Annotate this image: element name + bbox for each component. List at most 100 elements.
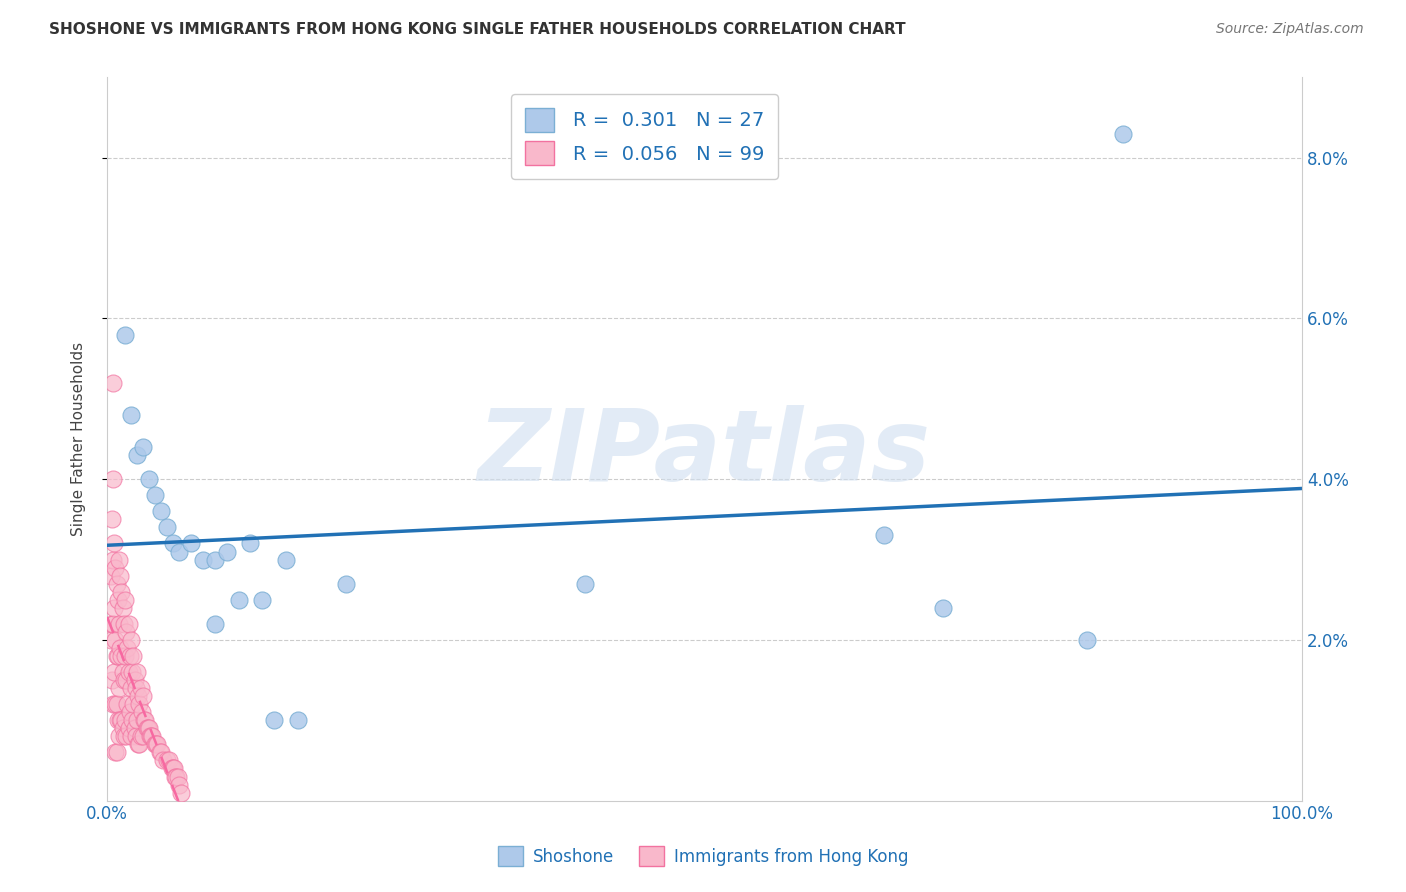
Point [128, 697, 150, 711]
Point [138, 472, 160, 486]
Point [120, 632, 142, 647]
Point [117, 697, 139, 711]
Point [156, 754, 179, 768]
Point [114, 592, 136, 607]
Point [132, 440, 155, 454]
Point [104, 746, 127, 760]
Point [146, 737, 169, 751]
Point [111, 721, 134, 735]
Point [157, 754, 180, 768]
Point [160, 762, 183, 776]
Point [110, 648, 132, 663]
Point [115, 624, 138, 639]
Point [104, 697, 127, 711]
Point [107, 648, 129, 663]
Point [101, 552, 124, 566]
Point [163, 762, 186, 776]
Legend: Shoshone, Immigrants from Hong Kong: Shoshone, Immigrants from Hong Kong [491, 839, 915, 873]
Point [124, 673, 146, 687]
Y-axis label: Single Father Households: Single Father Households [72, 342, 86, 536]
Point [252, 592, 274, 607]
Point [156, 520, 179, 534]
Point [101, 616, 124, 631]
Point [105, 746, 128, 760]
Point [101, 512, 124, 526]
Point [165, 770, 187, 784]
Text: ZIPatlas: ZIPatlas [478, 405, 931, 502]
Point [132, 689, 155, 703]
Point [129, 729, 152, 743]
Point [101, 673, 124, 687]
Point [105, 576, 128, 591]
Point [100, 568, 122, 582]
Point [111, 600, 134, 615]
Point [1076, 632, 1098, 647]
Point [108, 552, 131, 566]
Point [115, 729, 138, 743]
Point [105, 648, 128, 663]
Point [145, 737, 167, 751]
Point [117, 721, 139, 735]
Point [128, 737, 150, 751]
Point [167, 544, 190, 558]
Point [149, 504, 172, 518]
Point [100, 632, 122, 647]
Point [125, 448, 148, 462]
Point [114, 327, 136, 342]
Point [162, 536, 184, 550]
Point [103, 600, 125, 615]
Point [111, 665, 134, 679]
Point [117, 640, 139, 655]
Point [112, 673, 135, 687]
Point [162, 762, 184, 776]
Point [138, 721, 160, 735]
Legend: R =  0.301   N = 27, R =  0.056   N = 99: R = 0.301 N = 27, R = 0.056 N = 99 [512, 95, 779, 178]
Point [115, 673, 138, 687]
Point [165, 770, 187, 784]
Point [932, 600, 955, 615]
Point [110, 713, 132, 727]
Point [101, 472, 124, 486]
Point [108, 681, 131, 695]
Point [143, 488, 166, 502]
Point [873, 528, 896, 542]
Point [103, 536, 125, 550]
Point [287, 713, 309, 727]
Point [107, 713, 129, 727]
Point [105, 697, 128, 711]
Point [117, 616, 139, 631]
Point [143, 737, 166, 751]
Point [101, 697, 124, 711]
Point [170, 786, 193, 800]
Point [204, 552, 226, 566]
Point [135, 721, 157, 735]
Point [136, 721, 159, 735]
Text: Source: ZipAtlas.com: Source: ZipAtlas.com [1216, 22, 1364, 37]
Point [125, 665, 148, 679]
Point [121, 665, 143, 679]
Point [149, 746, 172, 760]
Point [129, 681, 152, 695]
Point [120, 681, 142, 695]
Point [141, 729, 163, 743]
Point [574, 576, 596, 591]
Point [132, 729, 155, 743]
Point [263, 713, 285, 727]
Point [122, 648, 145, 663]
Text: SHOSHONE VS IMMIGRANTS FROM HONG KONG SINGLE FATHER HOUSEHOLDS CORRELATION CHART: SHOSHONE VS IMMIGRANTS FROM HONG KONG SI… [49, 22, 905, 37]
Point [228, 592, 250, 607]
Point [139, 729, 162, 743]
Point [167, 778, 190, 792]
Point [112, 616, 135, 631]
Point [107, 592, 129, 607]
Point [118, 705, 141, 719]
Point [134, 713, 156, 727]
Point [215, 544, 238, 558]
Point [132, 713, 155, 727]
Point [103, 665, 125, 679]
Point [125, 681, 148, 695]
Point [101, 616, 124, 631]
Point [124, 721, 146, 735]
Point [110, 584, 132, 599]
Point [114, 648, 136, 663]
